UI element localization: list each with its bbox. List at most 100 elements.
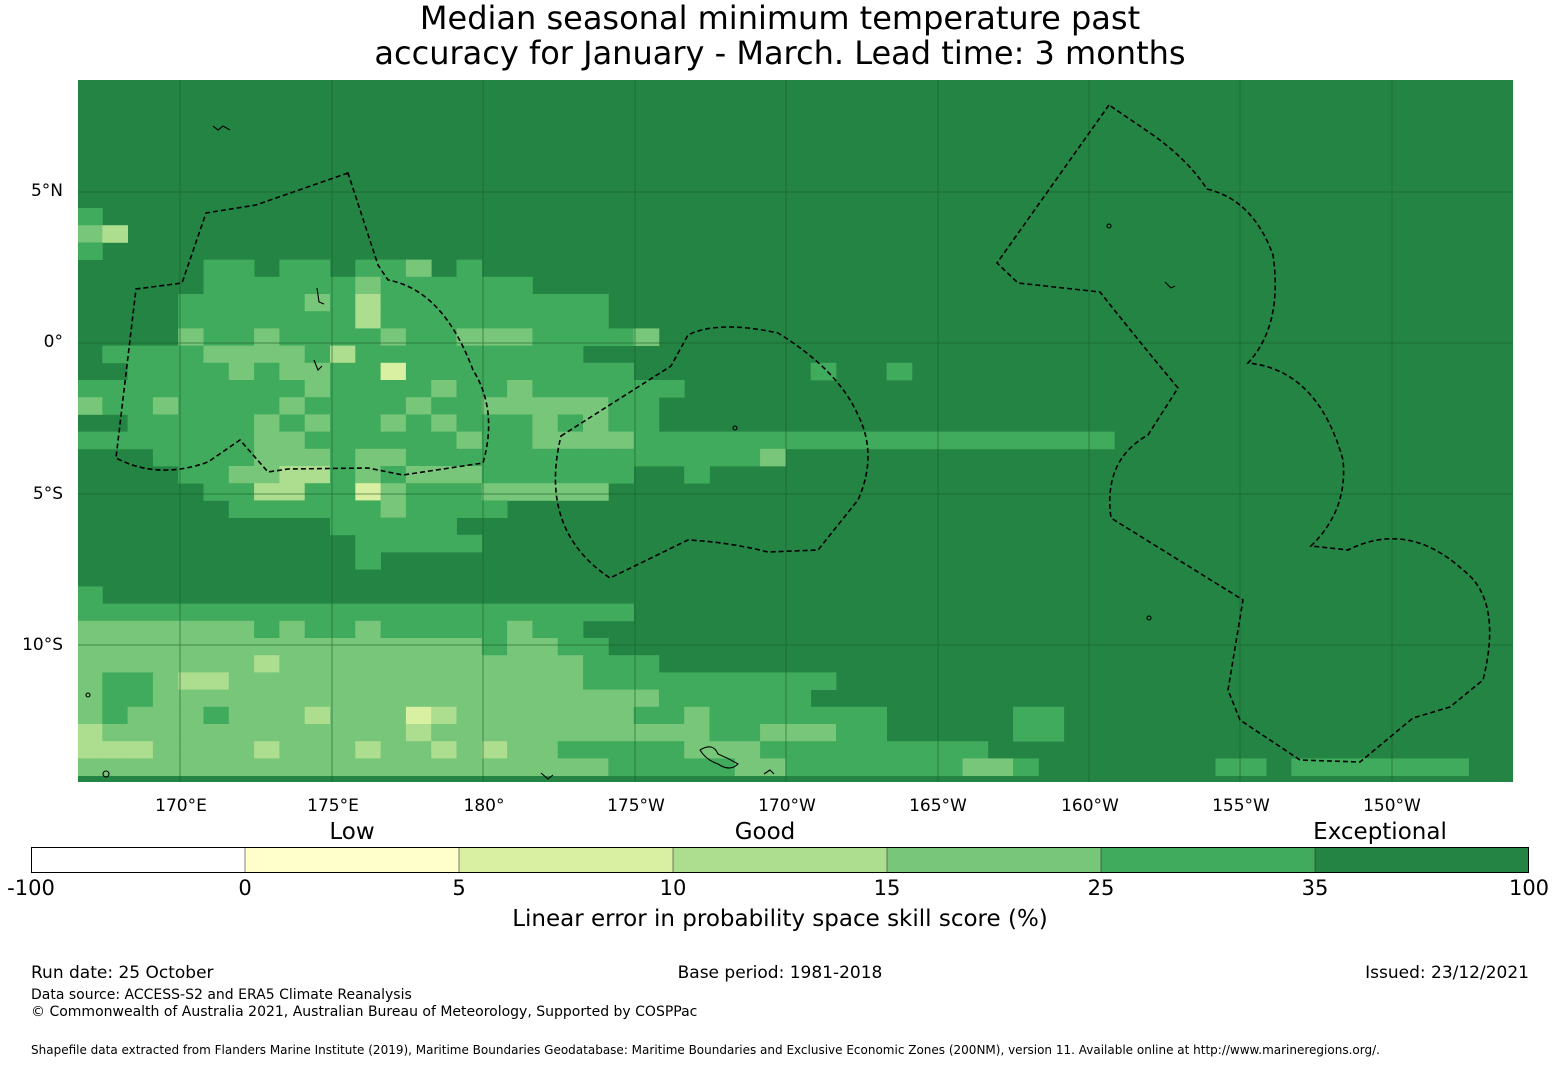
map-cell xyxy=(431,706,457,725)
map-cell xyxy=(355,552,381,570)
map-cell xyxy=(178,448,204,467)
map-cell xyxy=(152,345,179,364)
map-cell xyxy=(254,741,280,759)
map-cell xyxy=(1417,758,1444,776)
map-cell xyxy=(355,345,381,364)
map-cell xyxy=(254,380,280,398)
map-cell xyxy=(481,431,508,450)
map-cell xyxy=(203,741,230,759)
map-cell xyxy=(405,328,432,346)
map-cell xyxy=(279,311,306,329)
map-cell xyxy=(228,311,255,329)
map-cell xyxy=(405,500,432,518)
map-cell xyxy=(355,672,381,690)
map-cell xyxy=(254,448,280,467)
map-cell xyxy=(178,638,204,656)
map-cell xyxy=(886,758,913,776)
map-cell xyxy=(330,638,356,656)
map-cell xyxy=(279,758,306,776)
map-cell xyxy=(431,638,457,656)
map-cell xyxy=(431,483,457,501)
map-cell xyxy=(330,345,356,364)
map-cell xyxy=(405,689,432,708)
map-cell xyxy=(228,758,255,776)
map-cell xyxy=(532,638,559,656)
map-cell xyxy=(507,655,533,673)
map-cell xyxy=(203,431,230,450)
map-cell xyxy=(304,259,331,278)
map-cell xyxy=(380,620,407,639)
map-cell xyxy=(911,431,938,450)
map-cell xyxy=(405,448,432,467)
map-cell xyxy=(532,706,559,725)
map-cell xyxy=(1291,758,1318,776)
map-cell xyxy=(431,655,457,673)
map-cell xyxy=(203,448,230,467)
map-cell xyxy=(178,362,204,381)
map-cell xyxy=(1443,758,1469,776)
map-cell xyxy=(456,345,483,364)
map-cell xyxy=(127,689,154,708)
map-cell xyxy=(557,448,584,467)
map-cell xyxy=(734,689,761,708)
map-cell xyxy=(330,603,356,622)
map-cell xyxy=(127,655,154,673)
map-cell xyxy=(178,311,204,329)
map-cell xyxy=(254,672,280,690)
map-cell xyxy=(203,724,230,742)
map-cell xyxy=(228,397,255,415)
map-cell xyxy=(709,448,736,467)
map-cell xyxy=(684,706,710,725)
map-cell xyxy=(78,672,103,690)
map-cell xyxy=(279,620,306,639)
map-cell xyxy=(304,466,331,484)
map-cell xyxy=(684,431,710,450)
map-cell xyxy=(330,294,356,312)
map-cell xyxy=(279,483,306,501)
map-cell xyxy=(557,294,584,312)
map-cell xyxy=(760,448,786,467)
map-cell xyxy=(228,724,255,742)
colorbar-tick-label: 0 xyxy=(238,876,252,900)
map-cell xyxy=(152,414,179,432)
map-cell xyxy=(658,741,685,759)
legend-category-low: Low xyxy=(329,819,375,845)
map-cell xyxy=(583,448,609,467)
map-cell xyxy=(507,431,533,450)
map-cell xyxy=(532,431,559,450)
map-cell xyxy=(684,758,710,776)
map-cell xyxy=(456,603,483,622)
map-cell xyxy=(78,242,103,260)
map-cell xyxy=(330,380,356,398)
map-cell xyxy=(405,758,432,776)
map-cell xyxy=(279,603,306,622)
map-cell xyxy=(78,724,103,742)
map-cell xyxy=(507,672,533,690)
map-cell xyxy=(380,345,407,364)
map-cell xyxy=(127,603,154,622)
island-outline xyxy=(1106,223,1112,229)
map-cell xyxy=(557,689,584,708)
map-cell xyxy=(304,706,331,725)
map-cell xyxy=(608,362,634,381)
map-cell xyxy=(431,672,457,690)
map-cell xyxy=(178,603,204,622)
map-cell xyxy=(633,724,660,742)
map-cell xyxy=(1316,758,1343,776)
map-cell xyxy=(330,414,356,432)
map-cell xyxy=(557,724,584,742)
map-cell xyxy=(380,397,407,415)
map-cell xyxy=(709,431,736,450)
map-cell xyxy=(355,534,381,553)
map-cell xyxy=(330,431,356,450)
colorbar-tick-label: 25 xyxy=(1087,876,1115,900)
map-cell xyxy=(279,689,306,708)
lon-label-180: 180° xyxy=(463,796,505,816)
map-cell xyxy=(203,466,230,484)
map-cell xyxy=(152,362,179,381)
map-cell xyxy=(507,603,533,622)
map-cell xyxy=(178,689,204,708)
map-cell xyxy=(481,500,508,518)
map-cell xyxy=(254,397,280,415)
map-cell xyxy=(405,311,432,329)
